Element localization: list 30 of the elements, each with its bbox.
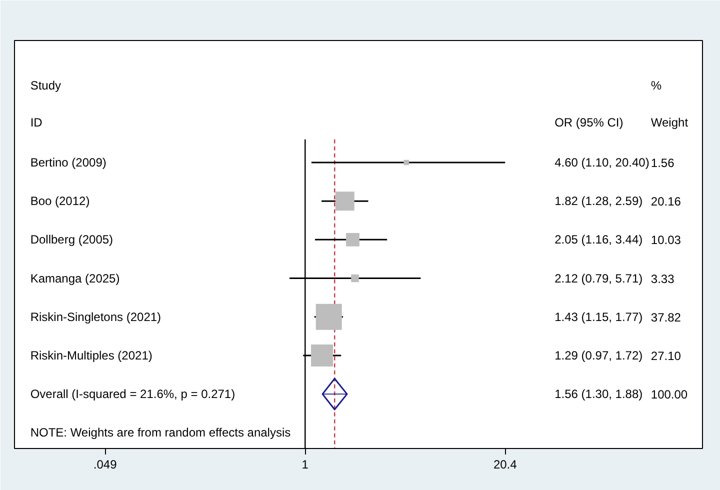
y-tick-label: Riskin-Singletons (2021): [30, 310, 162, 324]
text: ID: [30, 115, 43, 130]
text: Weight: [650, 115, 689, 130]
annotation: 1.56 (1.30, 1.88): [554, 387, 643, 402]
y-tick-label: Overall (I-squared = 21.6%, p = 0.271): [30, 387, 236, 402]
annotation: 10.03: [650, 233, 682, 248]
annotation: 27.10: [650, 348, 682, 363]
annotation: 3.33: [650, 272, 675, 286]
annotation: 1.56: [650, 156, 675, 170]
annotation: 100.00: [650, 388, 688, 402]
y-tick-label: Dollberg (2005): [30, 232, 114, 247]
annotation: 20.16: [650, 194, 682, 209]
annotation: 37.82: [650, 310, 682, 324]
x-tick-label: 20.4: [493, 458, 518, 472]
annotation: 1.43 (1.15, 1.77): [554, 310, 643, 324]
annotation: 2.05 (1.16, 3.44): [554, 232, 643, 247]
y-tick-label: Boo (2012): [30, 194, 90, 208]
y-tick-label: Kamanga (2025): [30, 271, 120, 286]
annotation: 1.29 (0.97, 1.72): [554, 348, 643, 362]
annotation: 4.60 (1.10, 20.40): [554, 155, 650, 170]
text: %: [650, 78, 662, 92]
text: Study: [30, 78, 62, 92]
y-tick-label: Bertino (2009): [30, 155, 106, 170]
x-tick-label: 1: [302, 458, 309, 472]
y-tick-label: Riskin-Multiples (2021): [30, 348, 152, 362]
x-tick-label: .049: [93, 458, 118, 472]
annotation: NOTE: Weights are from random effects analysis: [30, 426, 291, 440]
annotation: 2.12 (0.79, 5.71): [554, 271, 643, 286]
annotation: 1.82 (1.28, 2.59): [554, 194, 643, 208]
text: OR (95% CI): [554, 115, 624, 130]
